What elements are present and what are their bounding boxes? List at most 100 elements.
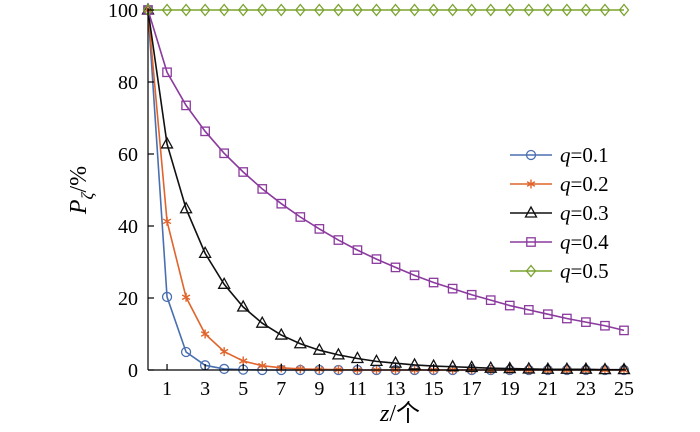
- x-tick-label: 23: [576, 378, 596, 400]
- data-point: [181, 292, 191, 302]
- series-q=0.1: [142, 4, 630, 376]
- data-point: [333, 235, 344, 245]
- data-point: [503, 361, 517, 374]
- data-point: [465, 360, 479, 373]
- x-tick-label: 11: [348, 378, 367, 400]
- x-tick-label: 3: [200, 378, 210, 400]
- data-point: [390, 262, 401, 273]
- y-tick-label: 20: [118, 288, 138, 310]
- legend: q=0.1 q=0.2 q=0.3 q=0.4 q=0.5: [510, 143, 609, 283]
- legend-marker: [525, 149, 537, 161]
- legend-item: q=0.3: [510, 201, 609, 225]
- data-point: [466, 289, 477, 300]
- data-point: [561, 3, 573, 17]
- data-point: [409, 270, 420, 281]
- series-line: [147, 9, 625, 332]
- data-point: [599, 3, 611, 17]
- data-point: [562, 313, 572, 324]
- data-point: [466, 3, 478, 17]
- data-point: [446, 359, 460, 372]
- data-point: [199, 3, 211, 17]
- x-tick-label: 13: [386, 378, 406, 400]
- x-tick-label: 1: [162, 378, 172, 400]
- series-q=0.2: [143, 5, 629, 375]
- data-point: [160, 136, 174, 149]
- data-point: [236, 299, 250, 312]
- data-point: [560, 361, 574, 374]
- data-point: [407, 357, 422, 370]
- y-tick-label: 60: [118, 144, 138, 166]
- data-point: [219, 148, 230, 159]
- data-point: [504, 3, 516, 17]
- data-point: [198, 246, 212, 259]
- data-point: [504, 300, 515, 311]
- data-point: [179, 201, 193, 214]
- data-point: [314, 224, 325, 234]
- data-point: [161, 3, 173, 17]
- data-point: [161, 291, 173, 303]
- data-point: [238, 167, 249, 177]
- data-point: [522, 361, 536, 374]
- x-tick-label: 15: [424, 378, 444, 400]
- data-point: [447, 283, 458, 294]
- data-point: [371, 254, 382, 264]
- data-point: [219, 363, 230, 375]
- data-point: [276, 198, 287, 209]
- data-point: [350, 351, 365, 364]
- data-point: [352, 245, 363, 255]
- data-point: [219, 347, 229, 357]
- data-point: [485, 295, 496, 306]
- data-point: [390, 3, 401, 17]
- data-point: [523, 305, 534, 315]
- data-point: [180, 346, 192, 358]
- x-tick-label: 9: [314, 378, 324, 400]
- x-tick-label: 19: [500, 378, 520, 400]
- x-tick-label: 25: [614, 378, 634, 400]
- data-point: [598, 362, 612, 375]
- legend-item: q=0.5: [510, 259, 609, 283]
- legend-label: q=0.2: [560, 172, 609, 196]
- data-point: [275, 3, 287, 17]
- data-point: [580, 3, 592, 17]
- data-point: [428, 277, 439, 288]
- data-point: [218, 3, 230, 17]
- series-q=0.3: [141, 2, 631, 375]
- y-tick-label: 0: [128, 360, 138, 382]
- legend-item: q=0.1: [510, 143, 609, 167]
- data-point: [352, 3, 363, 17]
- data-point: [312, 342, 326, 355]
- data-point: [200, 329, 210, 339]
- data-point: [409, 3, 420, 17]
- data-point: [617, 362, 631, 375]
- data-point: [581, 317, 591, 327]
- data-point: [541, 361, 555, 374]
- legend-item: q=0.4: [510, 230, 609, 254]
- data-point: [600, 320, 610, 331]
- legend-marker: [525, 264, 537, 278]
- data-point: [256, 3, 268, 17]
- data-point: [294, 3, 306, 17]
- legend-label: q=0.4: [560, 230, 609, 254]
- data-point: [484, 360, 498, 373]
- data-point: [162, 216, 172, 226]
- data-point: [255, 315, 269, 328]
- data-point: [371, 3, 382, 17]
- legend-label: q=0.3: [560, 201, 609, 225]
- y-tick-label: 40: [118, 216, 138, 238]
- data-point: [200, 126, 210, 137]
- x-axis-label: z/个: [379, 400, 420, 427]
- data-point: [295, 212, 306, 222]
- legend-marker: [526, 179, 536, 189]
- data-point: [314, 3, 325, 17]
- legend-marker: [526, 237, 536, 247]
- legend-marker: [524, 205, 538, 218]
- data-point: [447, 3, 458, 17]
- data-point: [619, 325, 629, 336]
- data-point: [331, 347, 345, 360]
- data-point: [428, 3, 439, 17]
- data-point: [542, 3, 554, 17]
- data-point: [237, 3, 249, 17]
- data-point: [181, 100, 191, 111]
